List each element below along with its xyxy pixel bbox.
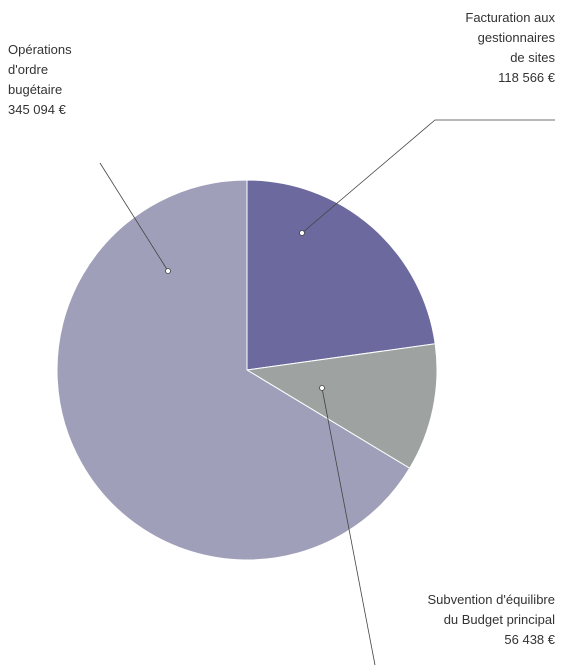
slices bbox=[56, 179, 438, 561]
category-label: Opérations d'ordre bugétaire bbox=[8, 42, 72, 97]
pie-slice bbox=[246, 179, 436, 371]
value-label: 118 566 € bbox=[498, 70, 555, 85]
value-label: 56 438 € bbox=[504, 632, 555, 647]
value-label: 345 094 € bbox=[8, 102, 66, 117]
label: Facturation aux gestionnaires de sites 1… bbox=[463, 8, 555, 88]
leader-dot bbox=[299, 230, 305, 236]
leader-line bbox=[301, 119, 555, 234]
category-label: Subvention d'équilibre du Budget princip… bbox=[427, 592, 555, 627]
category-label: Facturation aux gestionnaires de sites bbox=[465, 10, 555, 65]
leader-dot bbox=[319, 385, 325, 391]
label: Subvention d'équilibre du Budget princip… bbox=[420, 590, 555, 650]
leader-line bbox=[99, 162, 169, 272]
label: Opérations d'ordre bugétaire 345 094 € bbox=[8, 40, 88, 120]
leader-dot bbox=[165, 268, 171, 274]
pie-slice bbox=[56, 179, 411, 561]
leaders bbox=[99, 119, 555, 666]
leader-line bbox=[321, 387, 376, 666]
pie-slice bbox=[245, 343, 438, 469]
